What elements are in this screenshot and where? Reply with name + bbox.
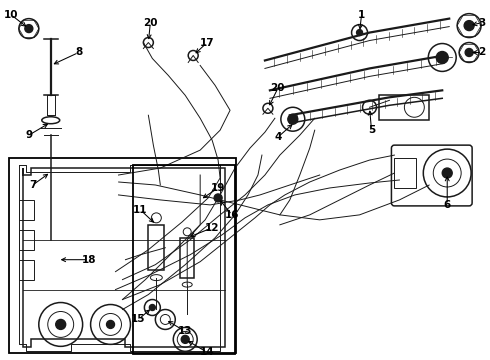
Text: 11: 11	[133, 205, 147, 215]
Circle shape	[149, 305, 155, 310]
Circle shape	[464, 21, 474, 31]
Circle shape	[25, 24, 33, 32]
Text: 1: 1	[358, 10, 365, 20]
Bar	[19, 200, 34, 220]
Circle shape	[357, 30, 363, 36]
Text: 5: 5	[368, 125, 375, 135]
Bar	[180, 238, 194, 278]
Text: 14: 14	[200, 347, 215, 357]
Circle shape	[106, 320, 115, 328]
Text: 20: 20	[143, 18, 158, 28]
Text: 2: 2	[478, 48, 486, 58]
Circle shape	[288, 114, 298, 124]
Text: 8: 8	[75, 48, 82, 58]
Text: 20: 20	[270, 84, 285, 93]
Bar	[19, 260, 34, 280]
Text: 7: 7	[29, 180, 37, 190]
Circle shape	[181, 336, 189, 343]
Circle shape	[436, 51, 448, 63]
Bar	[133, 165, 235, 354]
Text: 13: 13	[178, 327, 193, 336]
Bar	[148, 225, 164, 270]
Bar	[9, 158, 236, 353]
Circle shape	[465, 49, 473, 57]
Text: 9: 9	[25, 130, 32, 140]
Text: 18: 18	[81, 255, 96, 265]
Circle shape	[56, 319, 66, 329]
Text: 4: 4	[274, 132, 282, 142]
Text: 12: 12	[205, 223, 220, 233]
Bar	[379, 95, 429, 120]
Text: 15: 15	[131, 314, 146, 324]
Text: 19: 19	[211, 183, 225, 193]
Text: 16: 16	[225, 210, 239, 220]
Bar	[19, 230, 34, 250]
Circle shape	[442, 168, 452, 178]
Bar	[394, 158, 416, 188]
Text: 10: 10	[3, 10, 18, 20]
Text: 17: 17	[200, 37, 215, 48]
Text: 3: 3	[478, 18, 486, 28]
Circle shape	[214, 194, 222, 202]
Text: 6: 6	[443, 200, 451, 210]
